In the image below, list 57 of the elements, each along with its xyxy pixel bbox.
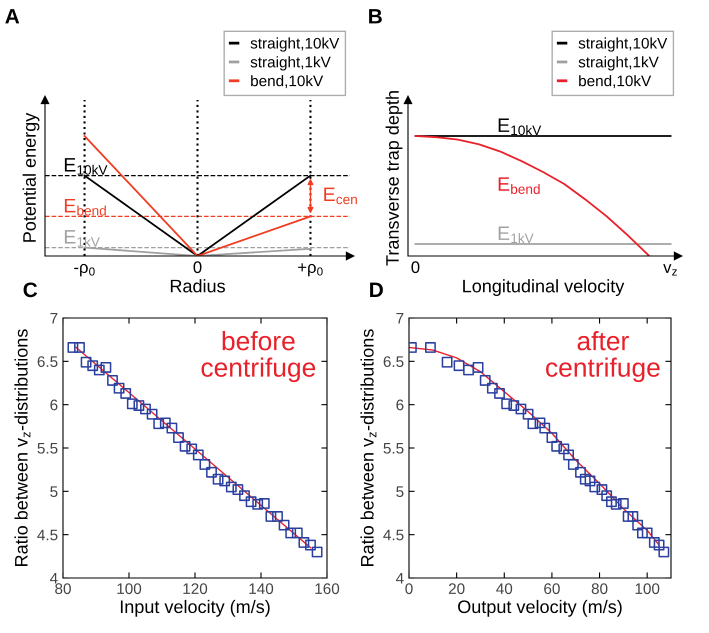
y-tick-label: 4 [50, 573, 58, 584]
y-tick-label: 5.5 [38, 443, 58, 454]
y-axis-title: Potential energy [22, 112, 40, 242]
x-tick-label: -ρ$_{0}$ [74, 264, 95, 276]
chart-title: B [369, 9, 382, 24]
y-tick-label: 5 [396, 486, 404, 498]
annotation: before centrifuge [202, 331, 316, 382]
x-tick-label: 120 [183, 583, 208, 594]
x-tick-label: +ρ$_{0}$ [298, 263, 323, 276]
annotation: E$_{cen}$ [324, 188, 357, 204]
x-tick-label: 140 [249, 583, 274, 594]
x-tick-label: 100 [117, 583, 142, 594]
x-axis-title: Radius [170, 279, 225, 292]
chart-title: A [5, 9, 20, 24]
annotation: E$_{bend}$ [498, 177, 540, 194]
x-tick-label: 0 [194, 261, 202, 274]
x-axis-title: Longitudinal velocity [463, 279, 624, 296]
chart-title: D [370, 282, 383, 297]
x-tick-label: 100 [636, 583, 660, 594]
y-tick-label: 4.5 [37, 530, 58, 540]
annotation: E$_{1kV}$ [498, 226, 534, 244]
y-tick-label: 7 [396, 313, 404, 324]
y-tick-label: 6.5 [384, 356, 404, 368]
legend-label: straight,10kV [250, 37, 340, 52]
x-tick-label: 160 [315, 583, 340, 594]
y-axis-title: Transverse trap depth [386, 91, 402, 266]
y-tick-label: 6.5 [38, 356, 58, 368]
y-tick-label: 6 [50, 400, 58, 410]
x-tick-label: 80 [592, 583, 608, 594]
legend-label: bend,10kV [579, 75, 652, 88]
ref-line-label: E$_{bend}$ [64, 198, 106, 216]
legend-label: straight,10kV [578, 37, 668, 52]
legend-label: straight,1kV [250, 56, 331, 70]
x-tick-label: 20 [448, 583, 465, 594]
x-axis-title: Output velocity (m/s) [458, 600, 622, 617]
chart-title: C [24, 282, 38, 298]
x-tick-label: 60 [544, 583, 560, 594]
x-tick-label: v$_{z}$ [663, 264, 677, 276]
y-tick-label: 6 [396, 400, 404, 410]
x-tick-label: 0 [411, 261, 420, 274]
y-tick-label: 5 [50, 486, 58, 498]
legend-label: bend,10kV [251, 75, 324, 88]
ref-line-label: E$_{1kV}$ [64, 230, 100, 247]
y-axis-title: Ratio between v$_{z}$-distributions [14, 329, 30, 566]
ref-line-label: E$_{10kV}$ [64, 158, 108, 175]
x-axis-title: Input velocity (m/s) [120, 600, 270, 617]
x-tick-label: 40 [496, 583, 512, 594]
annotation: E$_{10kV}$ [498, 118, 542, 136]
legend-label: straight,1kV [578, 56, 659, 70]
y-tick-label: 7 [50, 313, 58, 324]
x-tick-label: 0 [405, 583, 413, 594]
y-tick-label: 4 [396, 573, 404, 584]
annotation: after centrifuge [546, 331, 660, 382]
y-tick-label: 4.5 [383, 530, 404, 540]
x-tick-label: 80 [55, 583, 71, 594]
y-tick-label: 5.5 [384, 443, 404, 454]
y-axis-title: Ratio between v$_{z}$-distributions [360, 329, 376, 566]
